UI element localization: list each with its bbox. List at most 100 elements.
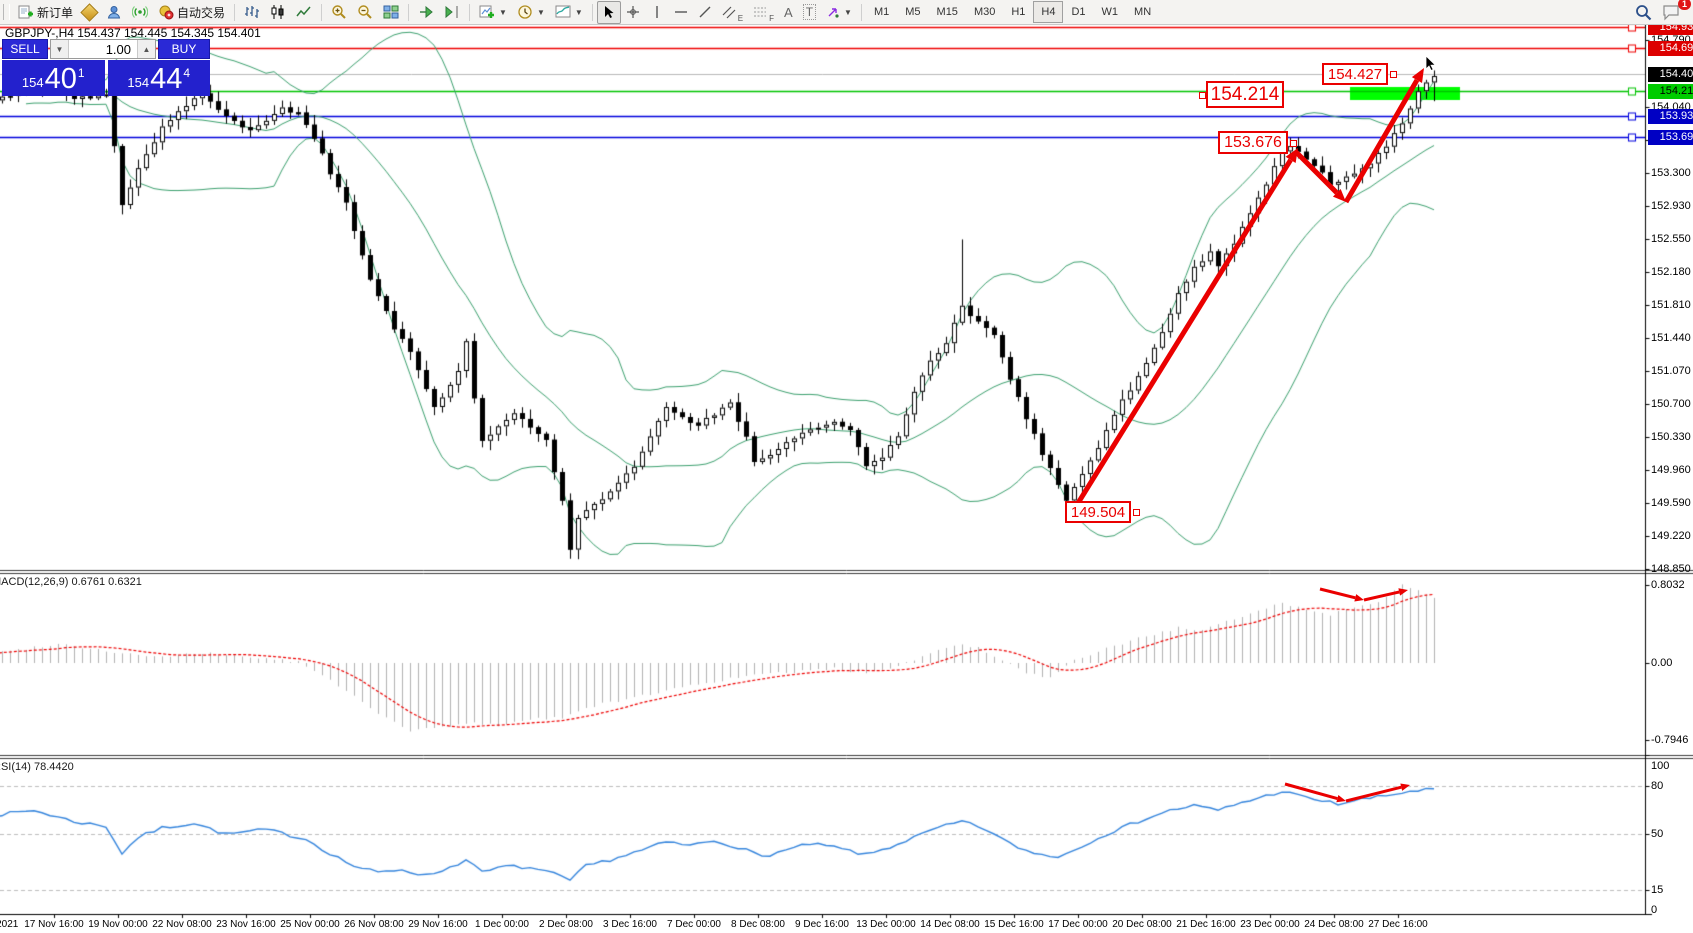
- line-chart-button[interactable]: [291, 1, 317, 24]
- timeframe-button-w1[interactable]: W1: [1101, 6, 1119, 18]
- bar-chart-icon: [245, 6, 260, 18]
- text-tool-button[interactable]: A: [779, 1, 798, 24]
- timeframe-button-m1[interactable]: M1: [873, 6, 890, 18]
- fibonacci-tool-button[interactable]: F: [748, 1, 779, 24]
- time-axis-label: 2 Dec 08:00: [539, 919, 593, 930]
- community-button[interactable]: [101, 1, 127, 24]
- annotation-handle[interactable]: [1390, 71, 1397, 78]
- horizontal-line-icon: [674, 11, 687, 13]
- axis-tick-label: 152.930: [1651, 199, 1691, 212]
- price-level-badge[interactable]: 154.401: [1648, 66, 1693, 82]
- bar-chart-button[interactable]: [239, 1, 265, 24]
- zoom-out-button[interactable]: [352, 1, 378, 24]
- price-level-badge[interactable]: 153.698: [1648, 129, 1693, 145]
- buy-price-big: 44: [150, 63, 183, 95]
- axis-tick-label: 149.960: [1651, 464, 1691, 477]
- time-axis-label: 15 Dec 16:00: [984, 919, 1044, 930]
- timeframe-button-m5[interactable]: M5: [905, 6, 921, 18]
- time-axis-label: 17 Nov 16:00: [24, 919, 84, 930]
- indicators-icon: [479, 5, 495, 18]
- text-tool-icon: A: [784, 4, 793, 20]
- chevron-down-icon: ▼: [844, 7, 852, 17]
- sell-price-small: 154: [21, 75, 44, 90]
- annotation-price-label[interactable]: 153.676: [1218, 131, 1288, 154]
- axis-tick-label: 152.550: [1651, 233, 1691, 246]
- time-axis-label: 14 Dec 08:00: [920, 919, 980, 930]
- arrow-shapes-icon: [828, 8, 839, 18]
- tile-windows-button[interactable]: [378, 1, 404, 24]
- chart-shift-button[interactable]: [439, 1, 465, 24]
- chevron-down-icon: ▼: [536, 7, 545, 17]
- search-button[interactable]: [1630, 1, 1657, 24]
- annotation-price-label[interactable]: 154.214: [1206, 81, 1284, 108]
- buy-button[interactable]: BUY: [158, 39, 210, 59]
- toolbar-grip[interactable]: [3, 4, 10, 20]
- indicators-button[interactable]: ▼: [474, 1, 512, 24]
- gold-cube-icon: [80, 2, 99, 22]
- line-chart-icon: [296, 6, 311, 17]
- timeframe-button-mn[interactable]: MN: [1134, 6, 1152, 18]
- price-level-badge[interactable]: 154.696: [1648, 40, 1693, 56]
- vertical-line-tool-button[interactable]: [645, 1, 669, 24]
- auto-trading-label: 自动交易: [177, 5, 226, 20]
- axis-tick-label: 149.220: [1651, 530, 1691, 543]
- time-axis-label: 27 Dec 16:00: [1368, 919, 1428, 930]
- trendline-icon: [699, 6, 711, 18]
- new-order-button[interactable]: 新订单: [13, 1, 78, 24]
- axis-tick-label: 148.850: [1651, 563, 1691, 576]
- timeframe-button-h4[interactable]: H4: [1033, 1, 1064, 23]
- annotation-handle[interactable]: [1133, 509, 1140, 516]
- buy-price-small: 154: [127, 75, 150, 90]
- axis-tick-label: 153.300: [1651, 166, 1691, 179]
- axis-tick-label: 151.070: [1651, 365, 1691, 378]
- signals-button[interactable]: [127, 1, 153, 24]
- search-icon: [1636, 4, 1652, 20]
- zoom-in-button[interactable]: [326, 1, 352, 24]
- chevron-down-icon: ▼: [499, 7, 507, 17]
- volume-increase-button[interactable]: ▲: [137, 40, 155, 58]
- annotation-price-label[interactable]: 154.427: [1322, 63, 1388, 85]
- crosshair-tool-button[interactable]: [621, 1, 645, 24]
- periods-button[interactable]: ▼: [512, 1, 550, 24]
- sell-button[interactable]: SELL: [2, 39, 48, 59]
- horizontal-line-tool-button[interactable]: [669, 1, 693, 24]
- sell-price-display[interactable]: 154 40 1: [2, 60, 105, 96]
- auto-scroll-button[interactable]: [413, 1, 439, 24]
- timeframe-button-d1[interactable]: D1: [1071, 6, 1086, 18]
- annotation-price-label[interactable]: 149.504: [1065, 501, 1131, 523]
- sell-price-big: 40: [44, 63, 77, 95]
- axis-tick-label: 151.440: [1651, 332, 1691, 345]
- text-label-tool-button[interactable]: T: [798, 1, 821, 24]
- cursor-tool-button[interactable]: [596, 0, 621, 24]
- timeframe-button-m15[interactable]: M15: [936, 6, 958, 18]
- notifications-button[interactable]: 1: [1657, 0, 1691, 24]
- timeframe-button-h1[interactable]: H1: [1011, 6, 1026, 18]
- volume-stepper: ▼ 1.00 ▲: [50, 39, 156, 59]
- auto-trading-button[interactable]: 自动交易: [153, 1, 230, 24]
- price-level-badge[interactable]: 153.933: [1648, 108, 1693, 124]
- arrows-tool-button[interactable]: ▼: [821, 1, 857, 24]
- volume-decrease-button[interactable]: ▼: [51, 40, 69, 58]
- axis-tick-label: 150.700: [1651, 398, 1691, 411]
- trendline-tool-button[interactable]: [693, 1, 717, 24]
- time-axis-label: 9 Dec 16:00: [795, 919, 849, 930]
- candlestick-chart-icon: [271, 5, 284, 19]
- channel-icon: [722, 6, 736, 19]
- buy-price-display[interactable]: 154 44 4: [107, 60, 210, 96]
- chat-bubble-icon: [1663, 4, 1679, 20]
- annotation-handle[interactable]: [1290, 139, 1297, 147]
- annotation-handle[interactable]: [1199, 91, 1206, 99]
- price-level-badge[interactable]: 154.214: [1648, 83, 1693, 99]
- one-click-trading-panel: SELL ▼ 1.00 ▲ BUY 154 40 1 154 44 4: [2, 39, 210, 96]
- mql-market-button[interactable]: [78, 1, 101, 24]
- auto-scroll-icon: [420, 5, 433, 19]
- volume-value[interactable]: 1.00: [105, 41, 131, 57]
- templates-button[interactable]: ▼: [550, 1, 588, 24]
- sell-price-sup: 1: [77, 66, 85, 80]
- timeframe-button-m30[interactable]: M30: [973, 6, 996, 18]
- candlestick-chart-button[interactable]: [265, 1, 291, 24]
- timeframe-group: M1 M5 M15 M30 H1 H4 D1 W1 MN: [866, 1, 1159, 23]
- buy-price-sup: 4: [183, 66, 191, 80]
- channel-tool-button[interactable]: E: [717, 1, 748, 24]
